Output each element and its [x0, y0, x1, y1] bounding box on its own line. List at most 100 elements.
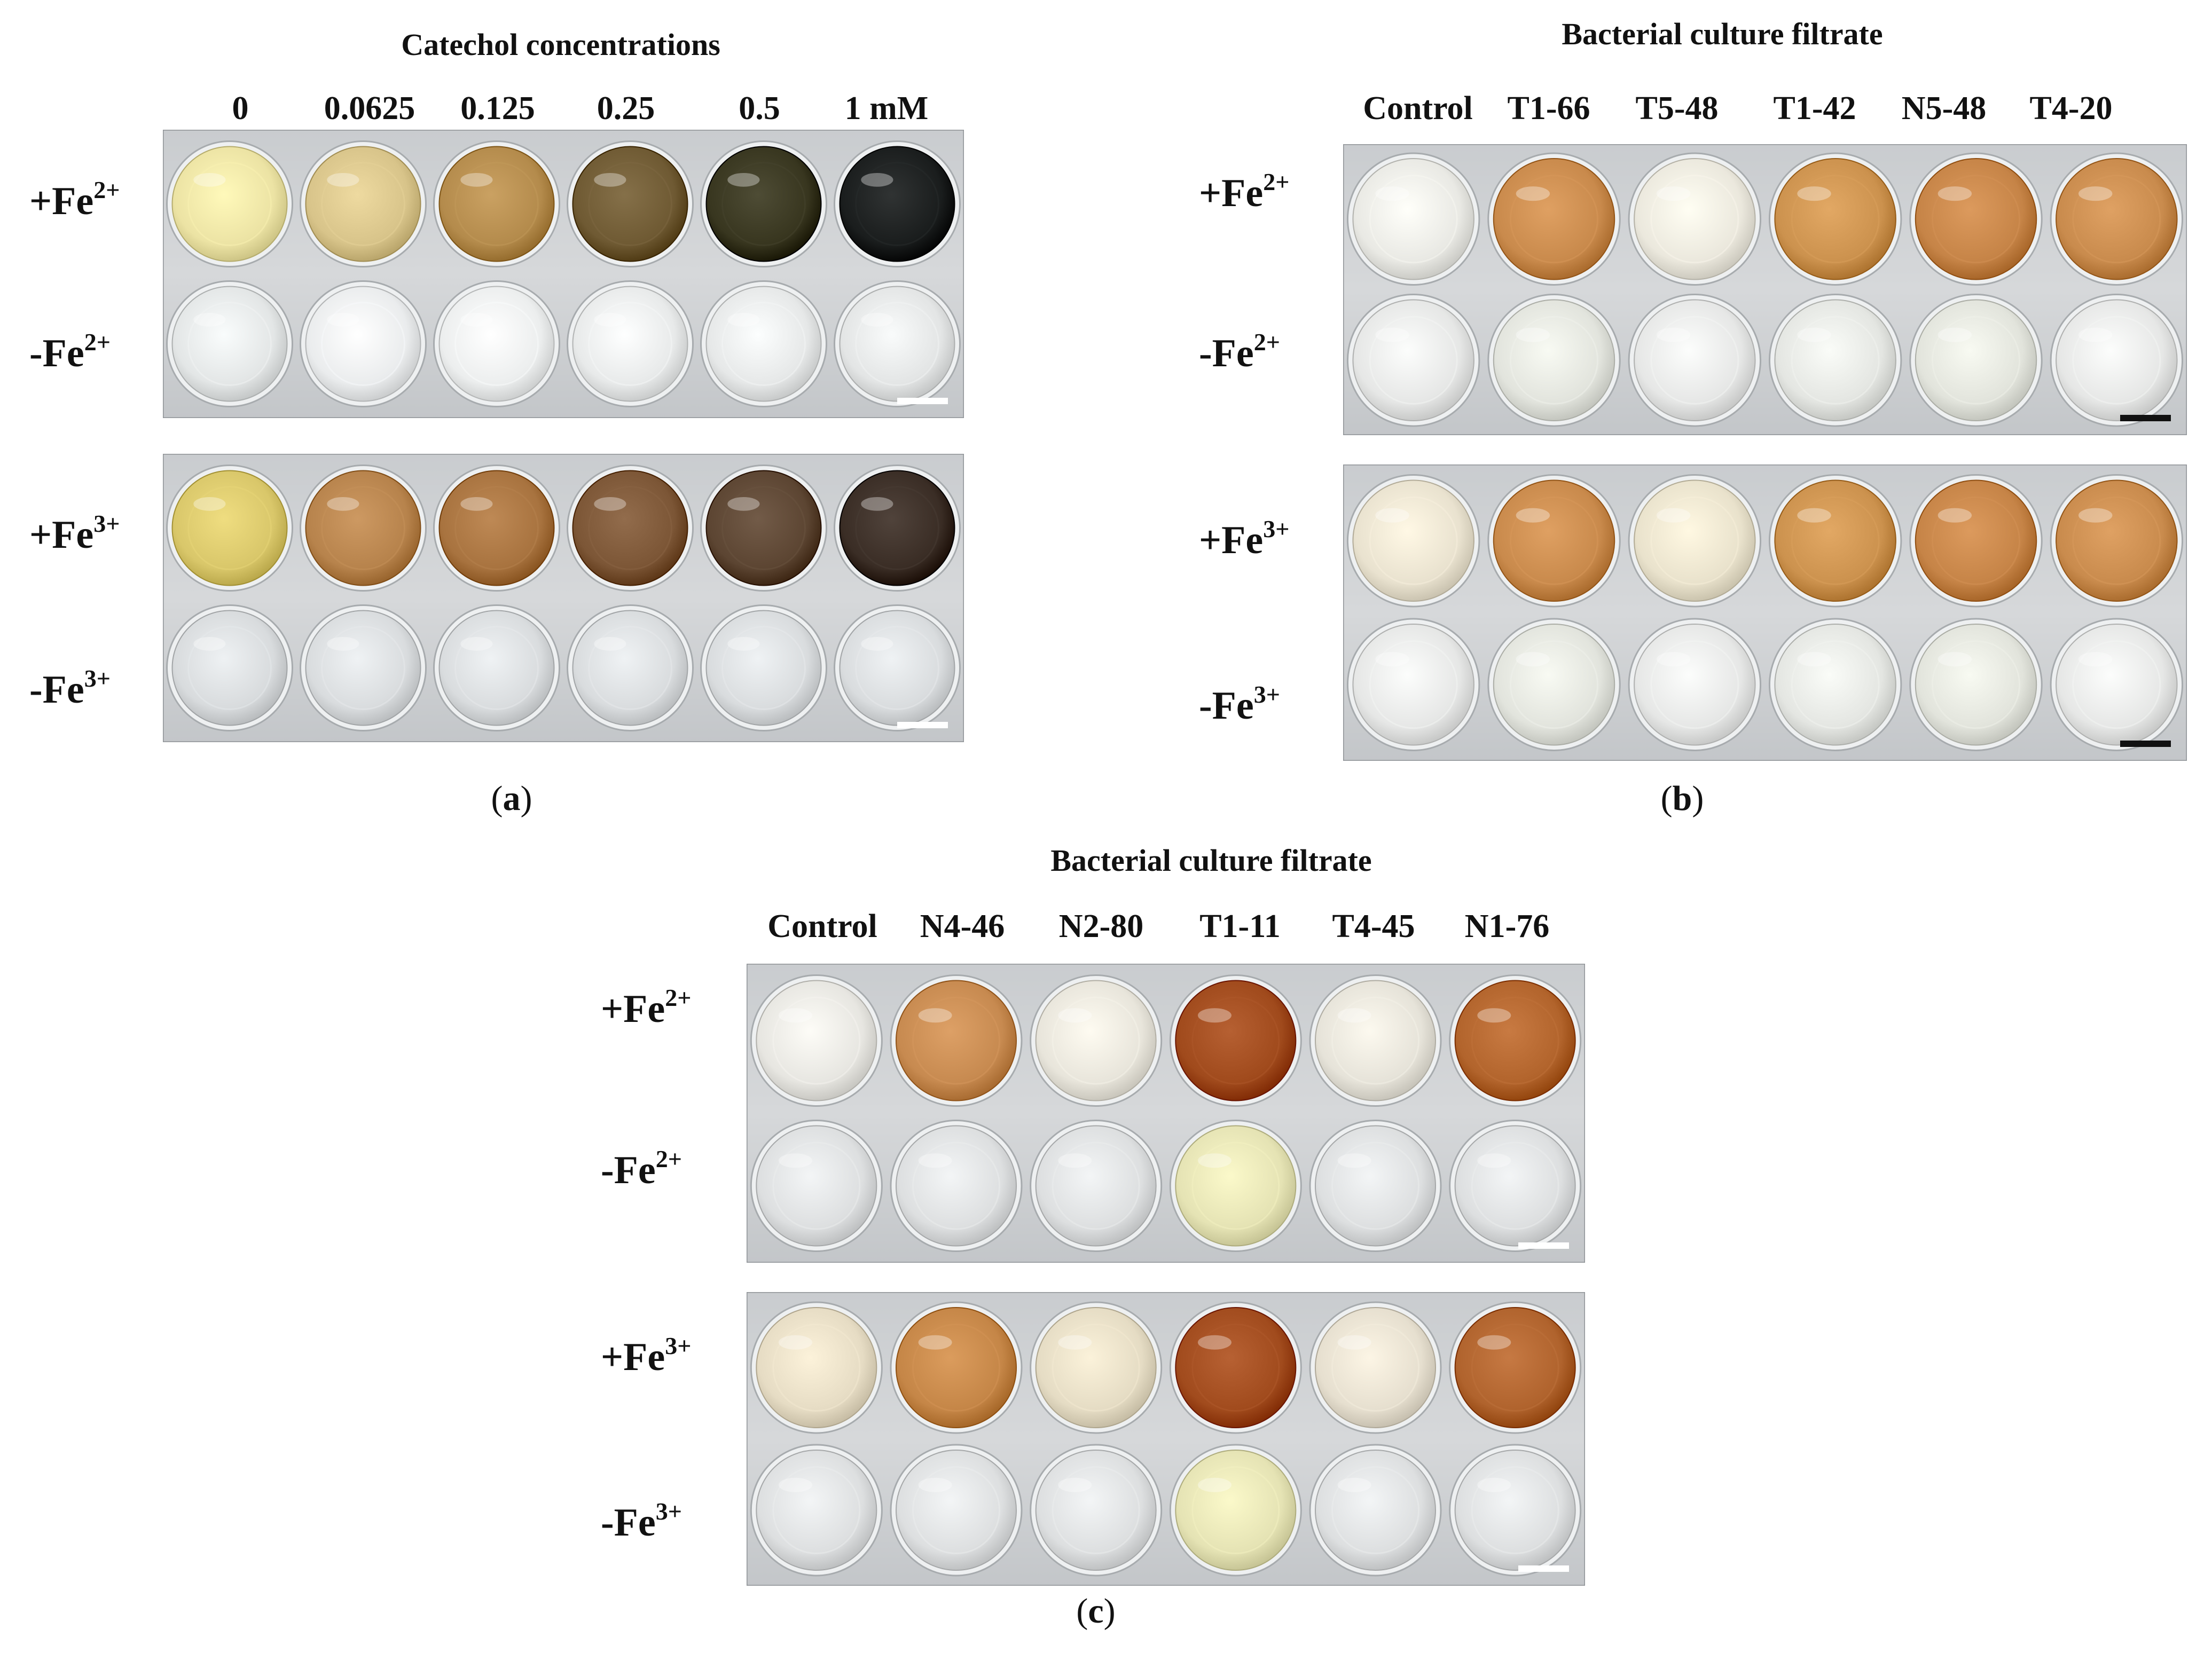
well-with-iron [1768, 152, 1902, 286]
well-with-iron [1346, 474, 1480, 608]
well-without-iron [1487, 294, 1621, 427]
panel-b-plate-iron2 [1343, 144, 2187, 435]
well-with-iron [1487, 152, 1621, 286]
panel-b-column-label: T1-66 [1507, 90, 1590, 127]
well-without-iron [567, 280, 694, 407]
well-without-iron [433, 604, 560, 731]
panel-b-letter: (b) [1660, 779, 1704, 818]
well-with-iron [300, 140, 427, 267]
panel-a-column-label: 1 mM [844, 90, 929, 127]
panel-a-plate-iron3 [163, 454, 964, 742]
row-label-minus-fe2: -Fe2+ [601, 1145, 682, 1193]
well-with-iron [1309, 1301, 1442, 1434]
row-label-plus-fe2: +Fe2+ [601, 984, 692, 1032]
well-without-iron [1909, 618, 2043, 751]
well-with-iron [700, 140, 827, 267]
well-with-iron [1030, 1301, 1163, 1434]
well-with-iron [1169, 1301, 1302, 1434]
panel-a-letter: (a) [491, 779, 532, 818]
well-without-iron [1309, 1119, 1442, 1253]
well-without-iron [1169, 1444, 1302, 1577]
well-with-iron [1449, 1301, 1582, 1434]
well-without-iron [300, 280, 427, 407]
well-with-iron [890, 1301, 1023, 1434]
well-with-iron [2050, 152, 2184, 286]
well-with-iron [166, 465, 293, 592]
well-without-iron [890, 1444, 1023, 1577]
well-plate-background [163, 130, 964, 418]
well-plate-background [1343, 465, 2187, 761]
well-with-iron [1030, 974, 1163, 1107]
well-without-iron [1628, 294, 1762, 427]
panel-c-column-label: N4-46 [920, 908, 1005, 944]
panel-a-plate-iron2 [163, 130, 964, 418]
well-without-iron [890, 1119, 1023, 1253]
panel-b-column-label: Control [1363, 90, 1473, 127]
panel-c-plate-iron2 [747, 964, 1585, 1263]
scale-bar [2120, 415, 2171, 421]
panel-a-column-label: 0.0625 [324, 90, 415, 127]
well-without-iron [750, 1444, 883, 1577]
well-without-iron [1030, 1444, 1163, 1577]
row-label-plus-fe3: +Fe3+ [601, 1332, 692, 1380]
row-label-minus-fe3: -Fe3+ [29, 665, 111, 712]
panel-c-column-label: N2-80 [1058, 908, 1144, 944]
well-without-iron [750, 1119, 883, 1253]
well-plate-background [747, 964, 1585, 1263]
well-without-iron [300, 604, 427, 731]
well-without-iron [1768, 618, 1902, 751]
well-without-iron [2050, 618, 2184, 751]
panel-a-column-label: 0.25 [597, 90, 655, 127]
panel-b-plate-iron3 [1343, 465, 2187, 761]
well-with-iron [1909, 474, 2043, 608]
row-label-plus-fe2: +Fe2+ [1199, 168, 1290, 216]
well-with-iron [1346, 152, 1480, 286]
panel-c-plate-iron3 [747, 1292, 1585, 1586]
well-with-iron [1909, 152, 2043, 286]
scale-bar [897, 398, 948, 404]
panel-b-title: Bacterial culture filtrate [1562, 17, 1883, 51]
panel-c-title: Bacterial culture filtrate [1050, 843, 1372, 878]
well-with-iron [433, 465, 560, 592]
well-without-iron [1346, 618, 1480, 751]
well-with-iron [433, 140, 560, 267]
panel-a-column-label: 0.5 [739, 90, 780, 127]
well-with-iron [750, 1301, 883, 1434]
well-with-iron [1768, 474, 1902, 608]
scale-bar [2120, 741, 2171, 747]
panel-a-title: Catechol concentrations [401, 27, 720, 62]
well-with-iron [1487, 474, 1621, 608]
row-label-plus-fe2: +Fe2+ [29, 176, 120, 224]
well-without-iron [1449, 1444, 1582, 1577]
panel-b-column-label: T4-20 [2029, 90, 2113, 127]
well-without-iron [1169, 1119, 1302, 1253]
well-without-iron [1346, 294, 1480, 427]
panel-b-column-label: N5-48 [1901, 90, 1987, 127]
well-without-iron [1309, 1444, 1442, 1577]
panel-a-column-label: 0 [232, 90, 249, 127]
well-with-iron [1449, 974, 1582, 1107]
well-without-iron [700, 604, 827, 731]
well-without-iron [1909, 294, 2043, 427]
panel-c-column-label: T4-45 [1332, 908, 1415, 944]
well-with-iron [890, 974, 1023, 1107]
well-without-iron [1768, 294, 1902, 427]
well-with-iron [300, 465, 427, 592]
well-without-iron [1628, 618, 1762, 751]
scale-bar [1518, 1565, 1569, 1572]
well-without-iron [1487, 618, 1621, 751]
panel-b-column-label: T1-42 [1773, 90, 1856, 127]
well-without-iron [2050, 294, 2184, 427]
well-with-iron [1628, 474, 1762, 608]
well-without-iron [166, 280, 293, 407]
row-label-minus-fe2: -Fe2+ [29, 328, 111, 376]
well-with-iron [2050, 474, 2184, 608]
panel-c-column-label: N1-76 [1464, 908, 1550, 944]
well-with-iron [1169, 974, 1302, 1107]
panel-c-column-label: Control [767, 908, 877, 944]
well-with-iron [834, 465, 961, 592]
well-plate-background [1343, 144, 2187, 435]
well-without-iron [834, 604, 961, 731]
row-label-plus-fe3: +Fe3+ [1199, 515, 1290, 563]
well-with-iron [700, 465, 827, 592]
